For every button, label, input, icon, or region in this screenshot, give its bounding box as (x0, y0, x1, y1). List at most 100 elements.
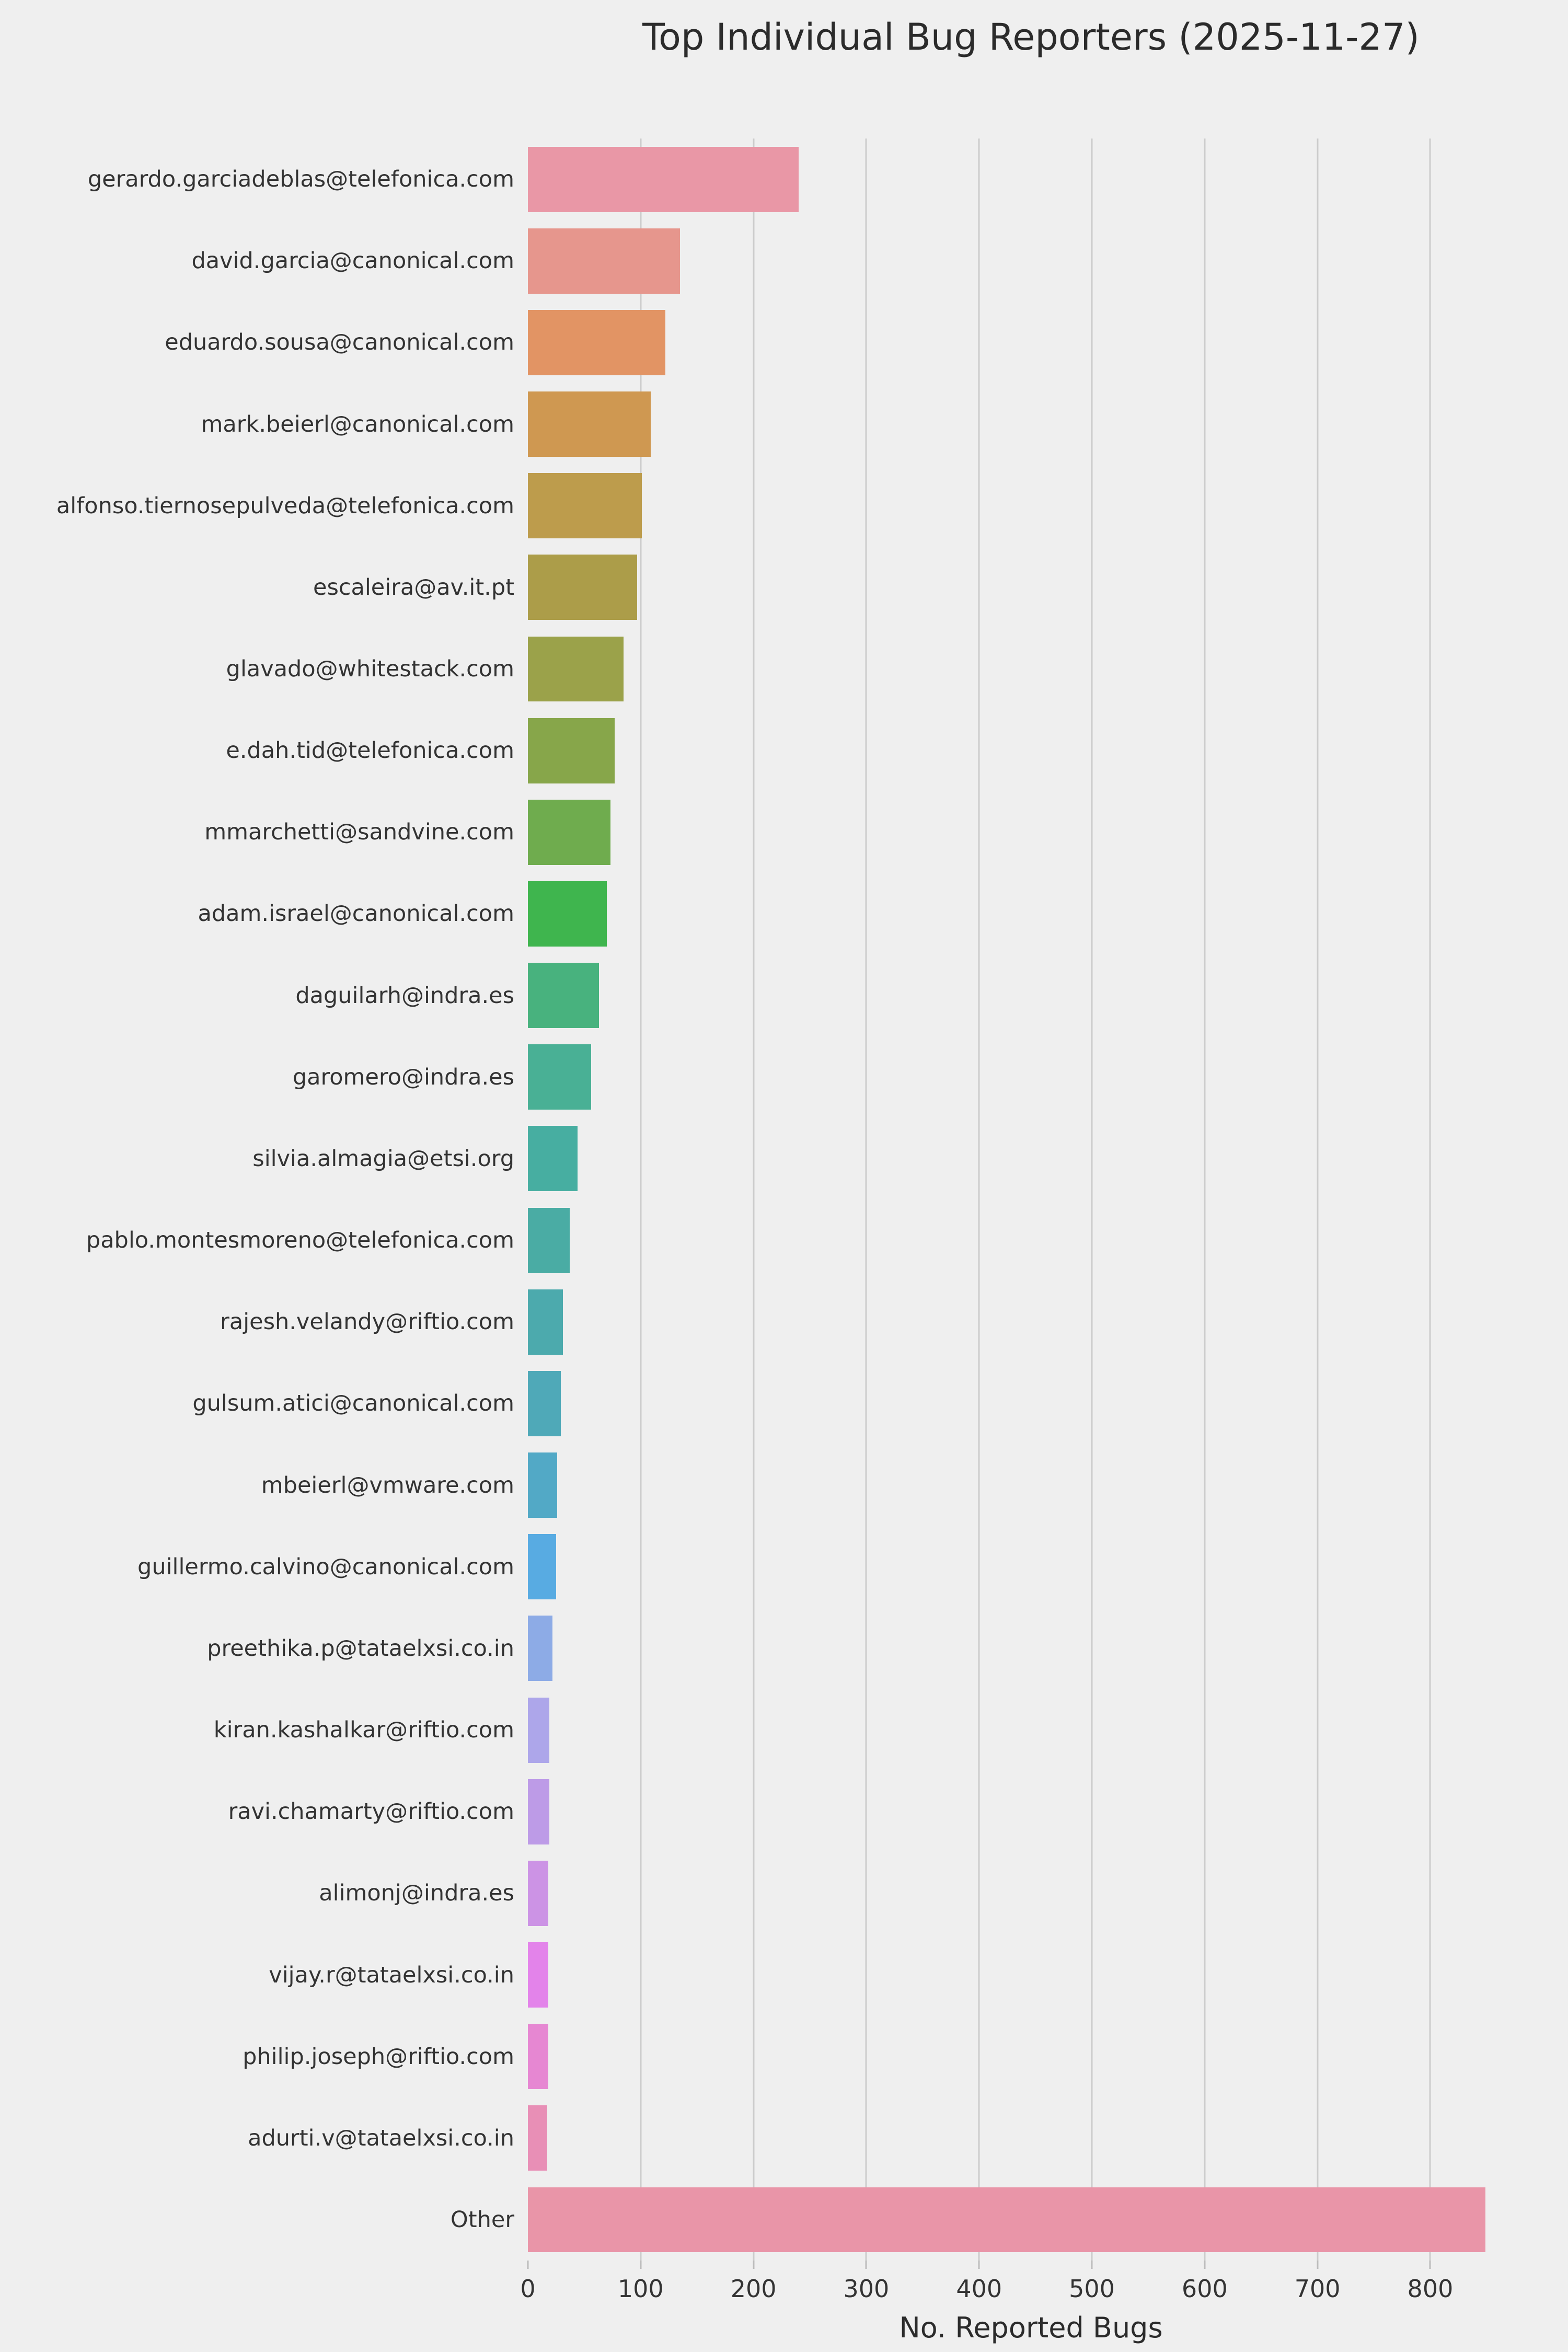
x-tick-label: 300 (843, 2275, 890, 2303)
y-category-label: e.dah.tid@telefonica.com (226, 737, 514, 764)
x-tick-label: 200 (730, 2275, 777, 2303)
bar (528, 881, 607, 947)
y-category-label: daguilarh@indra.es (295, 982, 514, 1009)
y-category-label: kiran.kashalkar@riftio.com (213, 1717, 514, 1744)
x-tick-mark (865, 2261, 867, 2269)
bar-track (528, 220, 1534, 302)
y-category-label: pablo.montesmoreno@telefonica.com (86, 1227, 514, 1254)
bar-row: mbeierl@vmware.com (0, 1445, 1568, 1526)
bar-track (528, 710, 1534, 791)
bar-row: pablo.montesmoreno@telefonica.com (0, 1200, 1568, 1281)
bar-row: garomero@indra.es (0, 1036, 1568, 1118)
y-category-label: Other (450, 2206, 514, 2233)
plot-area: gerardo.garciadeblas@telefonica.com david… (0, 139, 1568, 2261)
y-category-label: adurti.v@tataelxsi.co.in (248, 2125, 514, 2151)
x-tick-mark (640, 2261, 642, 2269)
bar (528, 1616, 553, 1681)
bar (528, 636, 624, 702)
x-tick-mark (1429, 2261, 1431, 2269)
bar-track (528, 1036, 1534, 1118)
bar-row: kiran.kashalkar@riftio.com (0, 1689, 1568, 1771)
bar-track (528, 1689, 1534, 1771)
bar-track (528, 1608, 1534, 1689)
x-tick-mark (978, 2261, 980, 2269)
bar (528, 2024, 548, 2090)
x-tick-label: 600 (1181, 2275, 1228, 2303)
bar-row: rajesh.velandy@riftio.com (0, 1281, 1568, 1363)
y-category-label: eduardo.sousa@canonical.com (165, 329, 514, 356)
bar (528, 963, 599, 1029)
y-category-label: alimonj@indra.es (319, 1880, 514, 1907)
y-category-label: alfonso.tiernosepulveda@telefonica.com (56, 492, 514, 519)
bars-layer: gerardo.garciadeblas@telefonica.com david… (0, 139, 1568, 2261)
bar (528, 1942, 548, 2008)
bar-row: silvia.almagia@etsi.org (0, 1118, 1568, 1200)
x-tick-label: 100 (617, 2275, 664, 2303)
bar-row: david.garcia@canonical.com (0, 220, 1568, 302)
y-category-label: preethika.p@tataelxsi.co.in (207, 1635, 514, 1662)
x-axis-tick-labels: 0 100 200 300 400 500 600 700 800 (520, 2275, 1534, 2306)
bar-track (528, 465, 1534, 547)
bar (528, 309, 666, 375)
bar (528, 1697, 549, 1763)
x-tick-mark (1204, 2261, 1206, 2269)
bar (528, 1370, 561, 1436)
y-category-label: guillermo.calvino@canonical.com (137, 1553, 514, 1580)
bar-track (528, 2016, 1534, 2097)
y-category-label: david.garcia@canonical.com (191, 248, 514, 274)
gridline (753, 139, 755, 2261)
gridline (1091, 139, 1093, 2261)
bar-track (528, 873, 1534, 954)
bar-row: philip.joseph@riftio.com (0, 2016, 1568, 2097)
y-category-label: gerardo.garciadeblas@telefonica.com (87, 166, 514, 193)
bar (528, 1860, 548, 1926)
bar-track (528, 2097, 1534, 2179)
x-tick-label: 800 (1407, 2275, 1454, 2303)
x-tick-label: 500 (1069, 2275, 1115, 2303)
bar-row: eduardo.sousa@canonical.com (0, 302, 1568, 383)
bar-row: gerardo.garciadeblas@telefonica.com (0, 139, 1568, 220)
bar-track (528, 1771, 1534, 1852)
bar-row: gulsum.atici@canonical.com (0, 1363, 1568, 1444)
y-category-label: vijay.r@tataelxsi.co.in (269, 1962, 514, 1988)
bar-row: glavado@whitestack.com (0, 628, 1568, 710)
x-tick-mark (753, 2261, 755, 2269)
gridline (1204, 139, 1206, 2261)
y-category-label: adam.israel@canonical.com (198, 901, 514, 927)
gridline (640, 139, 642, 2261)
bar (528, 1207, 570, 1273)
bar (528, 718, 615, 783)
y-category-label: escaleira@av.it.pt (313, 574, 514, 601)
bar-row: mmarchetti@sandvine.com (0, 791, 1568, 873)
gridline (1317, 139, 1319, 2261)
bar (528, 799, 610, 865)
y-category-label: gulsum.atici@canonical.com (192, 1390, 514, 1417)
x-axis-label: No. Reported Bugs (899, 2311, 1163, 2344)
grid-layer (528, 139, 1534, 2261)
bar (528, 1126, 578, 1192)
bar (528, 146, 799, 212)
gridline (865, 139, 867, 2261)
bar-row: vijay.r@tataelxsi.co.in (0, 1934, 1568, 2015)
bar-row: mark.beierl@canonical.com (0, 383, 1568, 465)
bar-track (528, 2179, 1534, 2261)
bar-track (528, 302, 1534, 383)
y-category-label: mbeierl@vmware.com (261, 1472, 514, 1498)
bar (528, 2105, 547, 2171)
bar-track (528, 791, 1534, 873)
y-category-label: garomero@indra.es (292, 1064, 514, 1090)
bar-row: adurti.v@tataelxsi.co.in (0, 2097, 1568, 2179)
bar-row: Other (0, 2179, 1568, 2261)
bar-row: ravi.chamarty@riftio.com (0, 1771, 1568, 1852)
x-tick-mark (1317, 2261, 1319, 2269)
y-category-label: mark.beierl@canonical.com (201, 411, 514, 437)
bar-track (528, 1363, 1534, 1444)
y-category-label: philip.joseph@riftio.com (243, 2043, 514, 2070)
bar-track (528, 1281, 1534, 1363)
x-tick-label: 400 (956, 2275, 1002, 2303)
bar-track (528, 955, 1534, 1036)
bar (528, 1534, 556, 1600)
bar (528, 1779, 549, 1844)
x-tick-mark (527, 2261, 529, 2269)
